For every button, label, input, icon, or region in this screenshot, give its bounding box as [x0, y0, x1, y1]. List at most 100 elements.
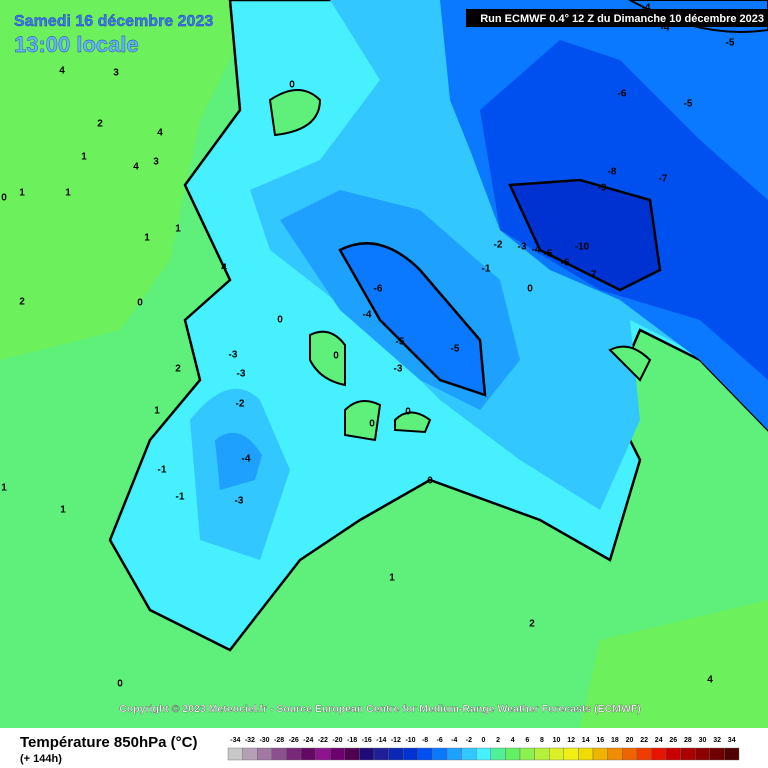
warm-pocket	[608, 345, 652, 382]
scale-label: -20	[332, 737, 342, 744]
contour-label: 4	[59, 66, 65, 77]
contour-label: 1	[154, 406, 160, 417]
scale-label: 32	[713, 737, 721, 744]
contour-label: 4	[133, 162, 139, 173]
contour-label: -3	[237, 369, 246, 380]
scale-swatch	[359, 747, 375, 761]
scale-swatch	[300, 747, 316, 761]
contour-label: 0	[527, 284, 533, 295]
warm-pocket	[268, 89, 322, 137]
color-scale: -34 -32 -30 -28 -26 -24 -22 -20 -18 -16 -14 -12 -10-…	[227, 737, 740, 761]
scale-swatch	[417, 747, 433, 761]
scale-swatch	[695, 747, 711, 761]
minus-five-area	[338, 242, 487, 397]
contour-label: -1	[176, 492, 185, 503]
run-info: Run ECMWF 0.4° 12 Z du Dimanche 10 décem…	[480, 13, 764, 25]
contour-label: 0	[1, 193, 7, 204]
contour-label: -5	[396, 337, 405, 348]
contour-label: -2	[236, 399, 245, 410]
minus-ten-area	[508, 178, 662, 292]
contour-label: 1	[144, 233, 150, 244]
scale-label: -16	[362, 737, 372, 744]
contour-label: -10	[575, 242, 590, 253]
scale-swatch	[461, 747, 477, 761]
contour-label: 1	[389, 573, 395, 584]
scale-label: 16	[596, 737, 604, 744]
contour-label: 1	[19, 188, 25, 199]
contour-label: -4	[532, 245, 541, 256]
scale-swatch	[227, 747, 243, 761]
contour-label: 3	[113, 68, 119, 79]
contour-label: -4	[661, 23, 670, 34]
scale-label: 28	[684, 737, 692, 744]
warm-zone	[0, 0, 260, 360]
contour-label: -7	[588, 270, 597, 281]
scale-swatch	[534, 747, 550, 761]
scale-swatch	[622, 747, 638, 761]
scale-label: -22	[318, 737, 328, 744]
scale-swatch	[680, 747, 696, 761]
scale-label: 18	[611, 737, 619, 744]
scale-swatch	[709, 747, 725, 761]
contour-label: -7	[659, 174, 668, 185]
contour-label: 3	[153, 157, 159, 168]
scale-swatch	[519, 747, 535, 761]
contour-label: 0	[117, 679, 123, 690]
scale-label: -12	[391, 737, 401, 744]
scale-label: 6	[525, 737, 529, 744]
scale-swatch	[242, 747, 258, 761]
scale-swatch	[651, 747, 667, 761]
scale-swatch	[330, 747, 346, 761]
scale-swatch	[476, 747, 492, 761]
scale-label: 0	[482, 737, 486, 744]
contour-label: 0	[333, 351, 339, 362]
contour-label: 1	[60, 505, 66, 516]
scale-label: -4	[451, 737, 457, 744]
scale-label: 4	[511, 737, 515, 744]
contour-label: 1	[81, 152, 87, 163]
contour-label: -5	[451, 344, 460, 355]
contour-label: 2	[19, 297, 25, 308]
contour-label: 2	[175, 364, 181, 375]
contour-label: -9	[598, 183, 607, 194]
warm-pocket	[309, 330, 346, 387]
scale-label: 10	[553, 737, 561, 744]
scale-swatch	[665, 747, 681, 761]
forecast-date: Samedi 16 décembre 2023	[14, 13, 213, 30]
copyright: Copyright © 2023 Meteociel.fr - Source E…	[119, 703, 641, 715]
legend-title: Température 850hPa (°C)	[20, 734, 197, 751]
scale-swatch	[271, 747, 287, 761]
scale-swatch	[563, 747, 579, 761]
scale-label: -14	[376, 737, 386, 744]
contour-label: -6	[561, 258, 570, 269]
contour-label: -5	[684, 99, 693, 110]
contour-label: -3	[235, 496, 244, 507]
contour-label: 4	[221, 263, 227, 274]
scale-label: -26	[289, 737, 299, 744]
scale-label: -2	[466, 737, 472, 744]
scale-swatch	[432, 747, 448, 761]
scale-label: 24	[655, 737, 663, 744]
contour-label: -8	[608, 167, 617, 178]
contour-label: -3	[518, 242, 527, 253]
scale-label: 34	[728, 737, 736, 744]
scale-label: -24	[303, 737, 313, 744]
contour-label: -1	[482, 264, 491, 275]
contour-labels: 0 4 3 2 4 1 3 4 1 1 0 1 1 4 2 0 0 -3 -3 -2 2 1 -1 -4 -1 -3 1 1 0 0 0 0 1…	[1, 3, 735, 690]
scale-label: 30	[699, 737, 707, 744]
contour-label: 2	[529, 619, 535, 630]
contour-label: 0	[405, 407, 411, 418]
warm-zone	[580, 600, 768, 728]
scale-label: -10	[405, 737, 415, 744]
scale-swatch	[344, 747, 360, 761]
contour-label: 2	[97, 119, 103, 130]
scale-swatch	[724, 747, 740, 761]
scale-label: -8	[422, 737, 428, 744]
contour-label: -6	[618, 89, 627, 100]
contour-label: 0	[137, 298, 143, 309]
scale-swatch	[549, 747, 565, 761]
contour-label: 4	[707, 675, 713, 686]
scale-label: -6	[437, 737, 443, 744]
